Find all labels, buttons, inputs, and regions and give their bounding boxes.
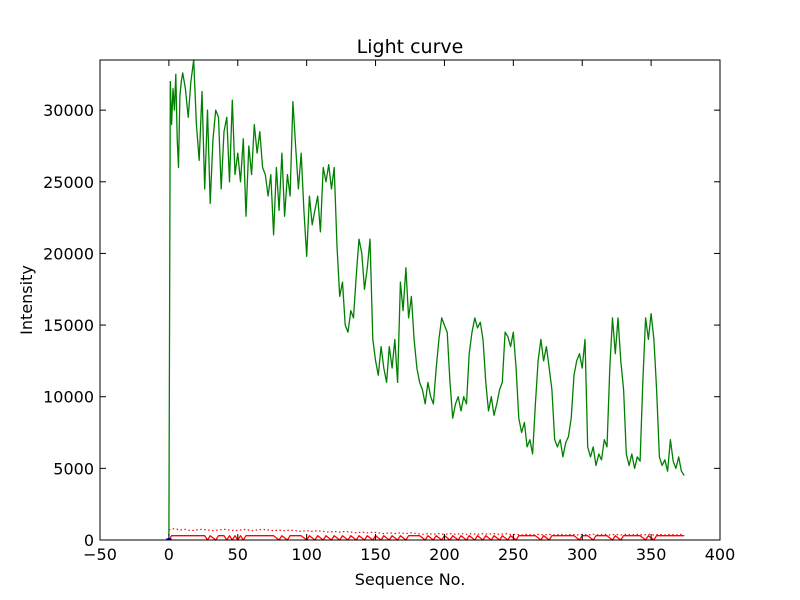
y-tick-label: 10000	[43, 388, 94, 407]
x-tick-label: 0	[164, 545, 174, 564]
x-tick-label: 300	[567, 545, 598, 564]
chart-title: Light curve	[357, 36, 464, 58]
y-tick-label: 25000	[43, 173, 94, 192]
plot-frame	[99, 59, 721, 541]
x-axis-label: Sequence No.	[355, 570, 466, 589]
x-tick-label: 400	[705, 545, 736, 564]
x-tick-label: 200	[429, 545, 460, 564]
plot-background	[100, 60, 720, 540]
y-tick-label: 0	[84, 531, 94, 550]
y-tick-label: 15000	[43, 316, 94, 335]
series-line-0	[168, 59, 685, 536]
x-tick-label: 250	[498, 545, 529, 564]
series-line-1	[168, 535, 685, 541]
x-tick-label: 100	[291, 545, 322, 564]
y-tick-label: 5000	[53, 459, 94, 478]
x-tick-label: 150	[360, 545, 391, 564]
y-axis-label: Intensity	[17, 265, 36, 335]
y-tick-label: 30000	[43, 101, 94, 120]
y-tick-label: 20000	[43, 244, 94, 263]
x-tick-label: 350	[636, 545, 667, 564]
ticks-layer: −50 0 50 100 150 200 250 300 350 4000500010000150…	[43, 60, 735, 564]
x-tick-label: −50	[83, 545, 117, 564]
x-tick-label: 50	[228, 545, 248, 564]
